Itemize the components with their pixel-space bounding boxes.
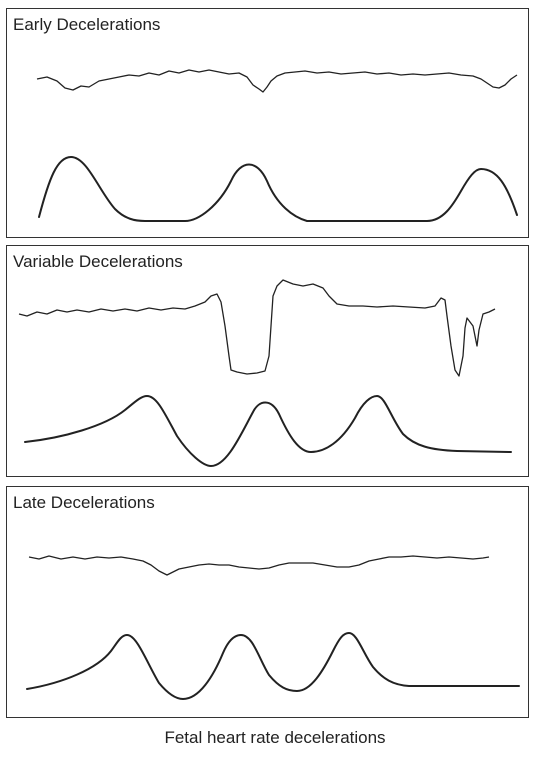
fetal-heart-rate-trace [36,69,518,93]
late-decelerations-diagram [26,555,520,700]
early-decelerations-diagram [36,69,518,222]
uterine-contraction-trace [26,632,520,700]
panel-title: Variable Decelerations [13,252,183,271]
fetal-heart-rate-trace [28,555,490,576]
variable-decelerations-diagram [18,279,512,467]
panel-title: Early Decelerations [13,15,161,34]
panel-early-decelerations: Early Decelerations [6,8,529,238]
fetal-heart-rate-trace [18,279,496,377]
panel-late-decelerations: Late Decelerations [6,486,529,718]
uterine-contraction-trace [38,156,518,222]
uterine-contraction-trace [24,395,512,467]
panel-title: Late Decelerations [13,493,155,512]
panel-variable-decelerations: Variable Decelerations [6,245,529,477]
figure-caption: Fetal heart rate decelerations [164,728,386,747]
